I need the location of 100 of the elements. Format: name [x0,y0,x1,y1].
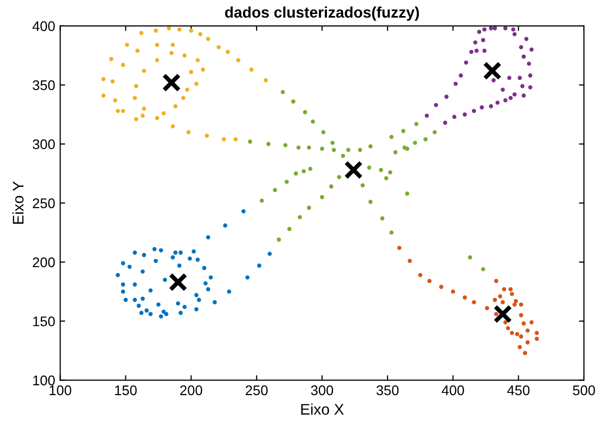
point [526,328,530,333]
y-tick-label: 350 [32,80,55,90]
point [488,104,494,108]
point [512,32,517,36]
point [170,255,175,260]
point [264,78,268,82]
point [512,302,517,307]
point [139,310,144,315]
point [156,302,160,307]
y-tick-label: 100 [33,375,55,386]
point [522,321,526,326]
point [196,58,200,62]
point [148,288,153,293]
point [519,45,524,50]
point [140,269,145,274]
point [144,308,149,313]
point [397,246,402,250]
point [302,110,308,114]
point [142,106,146,111]
point [296,145,301,150]
point [170,42,175,47]
point [519,334,524,339]
y-tick-label: 150 [33,316,55,326]
point [222,137,226,142]
point [388,170,392,174]
point [434,102,438,108]
point [116,108,120,114]
x-axis-title: Eixo X [301,404,344,415]
y-tick-label: 300 [32,139,55,150]
point [368,144,373,148]
point [495,100,500,105]
point [194,307,198,312]
point [155,42,160,47]
point [526,340,530,344]
point [182,304,187,310]
point [155,116,160,120]
point [518,345,522,350]
point [142,68,146,73]
point [320,195,324,200]
point [109,56,114,62]
point [492,78,496,82]
point [202,266,206,270]
point [177,264,182,268]
point [134,84,138,88]
point [186,130,191,134]
point [469,50,474,54]
point [294,171,298,176]
point [287,226,292,232]
point [508,287,513,292]
point [503,320,508,324]
point [529,320,534,324]
point [450,290,456,294]
point [182,53,187,58]
point [502,287,506,292]
point [344,160,363,180]
point [206,36,210,41]
point [132,298,137,302]
point [493,304,512,324]
point [194,293,198,298]
point [185,88,190,92]
point [337,174,342,180]
point [120,108,126,114]
point [310,119,315,124]
point [101,94,106,98]
point [519,302,524,307]
point [494,312,498,316]
point [200,68,206,72]
point [169,50,174,56]
point [302,169,306,174]
y-tick-label: 200 [32,257,55,268]
x-tick-label: 350 [376,385,399,396]
point [284,180,289,184]
point [498,294,502,298]
point [510,330,514,336]
point [178,310,183,315]
point [405,192,410,196]
point [283,143,288,148]
point [481,267,486,272]
point [139,30,144,36]
point [124,298,128,302]
point [522,54,526,59]
point [120,282,126,287]
point [132,250,137,255]
point [462,295,467,300]
point [276,238,281,242]
point [507,76,512,80]
point [481,38,486,42]
point [245,275,250,280]
point [173,250,178,255]
point [462,112,467,117]
point [178,250,183,255]
point [154,258,158,263]
point [203,281,208,286]
point [439,284,444,289]
point [340,154,346,158]
point [424,114,429,118]
point [189,70,194,74]
point [518,76,522,80]
point [308,166,312,171]
point [492,298,497,302]
